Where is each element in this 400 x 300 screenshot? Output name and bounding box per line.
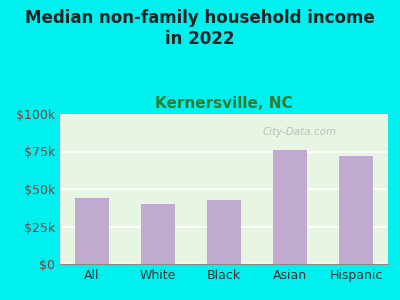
Text: City-Data.com: City-Data.com [262, 127, 336, 137]
Bar [339, 156, 373, 264]
Bar [207, 200, 241, 264]
Bar [273, 150, 307, 264]
Bar [141, 204, 175, 264]
Text: Median non-family household income
in 2022: Median non-family household income in 20… [25, 9, 375, 49]
Bar [75, 198, 109, 264]
Title: Kernersville, NC: Kernersville, NC [155, 96, 293, 111]
